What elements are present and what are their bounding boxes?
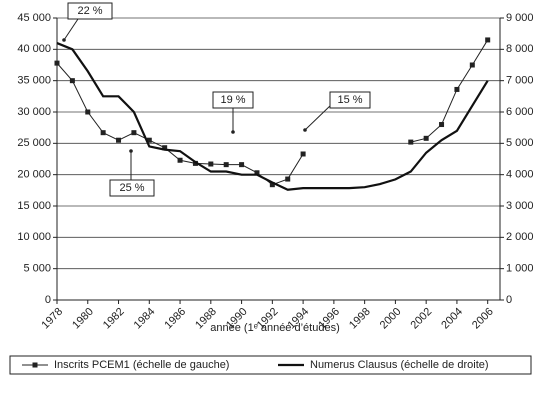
marker	[254, 170, 260, 176]
annotation: 19 %	[220, 94, 245, 106]
x-tick-label: 1998	[347, 306, 373, 332]
annotation: 25 %	[119, 182, 144, 194]
x-tick-label: 2004	[439, 306, 465, 332]
legend-label: Numerus Clausus (échelle de droite)	[310, 359, 489, 371]
x-tick-label: 1982	[101, 306, 127, 332]
annotation-box	[329, 91, 371, 109]
x-tick-label: 2002	[409, 306, 435, 332]
annotation: 15 %	[337, 94, 362, 106]
y2-tick-label: 2 000	[506, 231, 534, 243]
annotation-arrowhead	[303, 128, 307, 132]
y2-tick-label: 6 000	[506, 106, 534, 118]
marker	[469, 62, 475, 68]
marker	[485, 37, 491, 43]
y-tick-label: 45 000	[17, 12, 51, 24]
annotation-arrow	[304, 103, 333, 131]
marker	[69, 78, 75, 84]
y2-tick-label: 3 000	[506, 200, 534, 212]
y-tick-label: 0	[45, 294, 51, 306]
y2-tick-label: 1 000	[506, 263, 534, 275]
annotation: 22 %	[77, 5, 102, 17]
y2-tick-label: 5 000	[506, 137, 534, 149]
annotation-box	[109, 179, 155, 197]
marker	[239, 162, 245, 168]
series-line	[56, 42, 489, 191]
y-tick-label: 15 000	[17, 200, 51, 212]
y-tick-label: 10 000	[17, 231, 51, 243]
x-tick-label: 1980	[70, 306, 96, 332]
y-tick-label: 25 000	[17, 137, 51, 149]
marker	[85, 109, 91, 115]
marker	[162, 145, 168, 151]
marker	[116, 137, 122, 143]
y-tick-label: 30 000	[17, 106, 51, 118]
marker	[408, 139, 414, 145]
y2-tick-label: 7 000	[506, 75, 534, 87]
y-tick-label: 35 000	[17, 75, 51, 87]
annotation-arrowhead	[62, 38, 66, 42]
y-tick-label: 20 000	[17, 169, 51, 181]
marker	[177, 157, 183, 163]
marker	[454, 86, 460, 92]
annotation-arrowhead	[231, 130, 235, 134]
legend-label: Inscrits PCEM1 (échelle de gauche)	[54, 359, 229, 371]
marker	[285, 176, 291, 182]
y-tick-label: 5 000	[23, 263, 51, 275]
x-tick-label: 2000	[378, 306, 404, 332]
x-tick-label: 1978	[39, 306, 65, 332]
marker	[146, 137, 152, 143]
annotation-box	[67, 2, 113, 20]
x-tick-label: 2006	[470, 306, 496, 332]
marker	[300, 151, 306, 157]
y2-tick-label: 4 000	[506, 169, 534, 181]
marker	[131, 130, 137, 136]
marker	[223, 162, 229, 168]
marker	[423, 135, 429, 141]
x-tick-label: 1986	[162, 306, 188, 332]
y2-tick-label: 0	[506, 294, 512, 306]
x-tick-label: 1984	[132, 306, 158, 332]
marker	[439, 122, 445, 128]
x-axis-label: année (1ᵉ année d’études)	[210, 322, 339, 334]
annotation-arrowhead	[129, 149, 133, 153]
marker	[269, 182, 275, 188]
marker	[100, 130, 106, 136]
series-line	[410, 39, 489, 143]
y2-tick-label: 9 000	[506, 12, 534, 24]
legend-marker	[32, 362, 38, 368]
marker	[54, 60, 60, 66]
y-tick-label: 40 000	[17, 43, 51, 55]
y2-tick-label: 8 000	[506, 43, 534, 55]
marker	[208, 161, 214, 167]
annotation-arrow	[63, 18, 79, 41]
legend-box	[9, 355, 532, 375]
annotation-box	[212, 91, 254, 109]
